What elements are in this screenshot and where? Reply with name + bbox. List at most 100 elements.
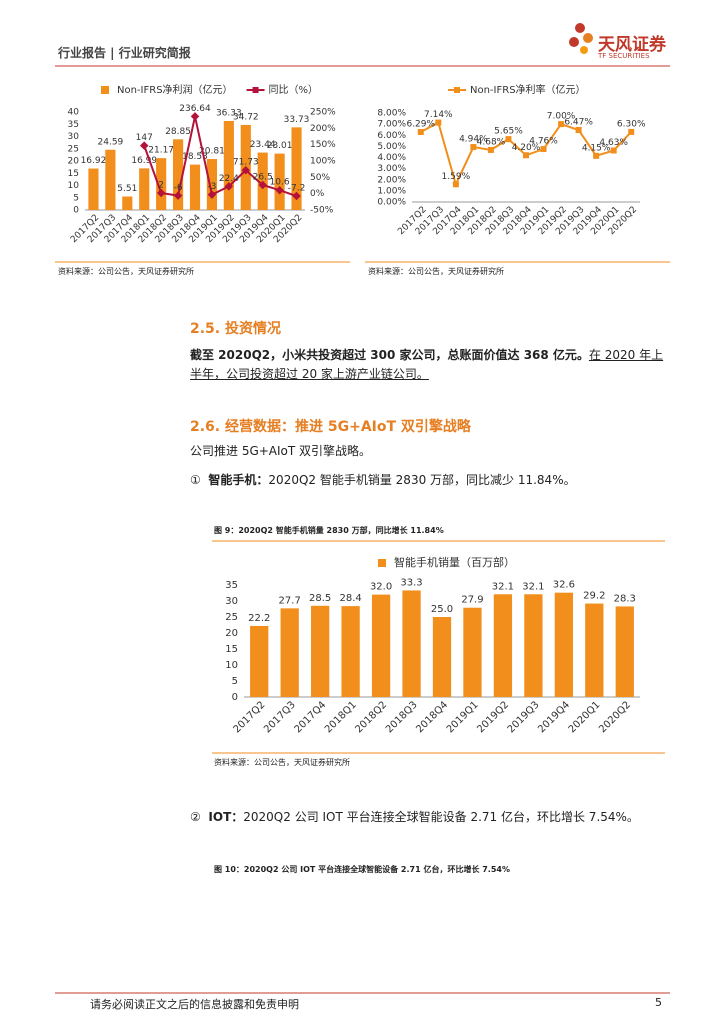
data-label: 22.4 [219,174,239,184]
legend-label: Non-IFRS净利润（亿元） [117,83,233,96]
bar [223,120,234,210]
page-number: 5 [655,996,662,1009]
figure-caption: 图 9：2020Q2 智能手机销量 2830 万部，同比增长 11.84% [214,526,444,535]
bold-text: 智能手机： [208,473,269,487]
data-label: 4.15% [582,143,611,153]
bar [274,153,285,210]
line-marker [523,152,529,159]
x-tick-label: 2018Q3 [384,699,420,735]
y-tick-label: 35 [68,120,79,130]
data-label: 18.53 [182,152,208,162]
bar [280,608,299,697]
legend-label: Non-IFRS净利率（亿元） [470,83,586,96]
data-label: 236.64 [179,104,211,114]
source: 资料来源：公司公告，天风证券研究所 [214,758,350,767]
line-marker [505,136,512,143]
line-marker [173,191,183,200]
line-marker [558,121,565,128]
data-label: -6 [174,183,183,193]
data-label: 7.00% [547,112,576,122]
y2-tick-label: 50% [310,173,330,183]
y-tick-label: 20 [68,157,80,167]
line-marker [435,119,442,126]
bar [173,139,184,210]
data-label: 147 [136,133,153,143]
figure-caption: 图 10：2020Q2 公司 IOT 平台连接全球智能设备 2.71 亿台，环比… [214,865,510,874]
data-label: 23.44 [250,140,276,150]
data-label: 23.01 [267,141,293,151]
bar [585,603,604,697]
bar [291,127,302,210]
bar [493,594,513,697]
data-label: 10.6 [270,178,290,188]
data-label: 21.17 [148,146,174,156]
data-label: 26.5 [253,173,273,183]
data-label: 6.29% [406,120,435,130]
data-label: 22.2 [248,613,270,624]
data-label: 33.3 [400,577,422,588]
underlined-text: 在 2020 年上半年，公司投资超过 20 家上游产业链公司。 [190,348,664,381]
data-label: 32.1 [522,581,544,592]
data-label: 27.9 [461,595,483,606]
line-marker [241,165,251,175]
bold-text: 截至 2020Q2，小米共投资超过 300 家公司，总账面价值达 368 亿元。 [190,348,589,362]
paragraph: 截至 2020Q2，小米共投资超过 300 家公司，总账面价值达 368 亿元。… [190,346,670,384]
y-tick-label: 40 [68,108,80,118]
y-tick-label: 7.00% [377,120,406,130]
data-label: 16.92 [81,156,107,166]
y-tick-label: 15 [225,644,238,655]
line-marker [139,141,149,150]
y-tick-label: 6.00% [377,131,406,141]
line-marker [470,144,477,151]
data-label: 29.2 [583,591,605,602]
line-marker [540,146,547,153]
data-label: 28.3 [614,593,636,604]
list-item: ② IOT：2020Q2 公司 IOT 平台连接全球智能设备 2.71 亿台，环… [190,808,639,825]
x-tick-label: 2018Q1 [323,699,359,735]
y-tick-label: 25 [225,612,238,623]
line-marker [258,180,267,190]
item-num: ① [190,473,201,487]
x-tick-label: 2017Q4 [293,699,329,735]
x-tick-label: 2019Q2 [475,699,511,735]
data-label: 27.7 [279,595,301,606]
data-label: 4.76% [529,137,558,147]
data-label: 5.51 [117,184,137,194]
x-tick-label: 2018Q4 [414,699,450,735]
data-label: 4.68% [477,137,506,147]
line-marker [207,190,217,199]
legend-marker [252,87,259,93]
y2-tick-label: 0% [310,189,325,199]
y-tick-label: 5.00% [377,142,406,152]
y-tick-label: 10 [225,660,238,671]
data-label: 4.63% [599,138,628,148]
bar [341,606,360,697]
y2-tick-label: 250% [310,108,336,118]
source: 资料来源：公司公告，天风证券研究所 [368,267,504,276]
line-marker [628,128,635,135]
y-tick-label: 30 [68,132,80,142]
y-tick-label: 0.00% [377,198,406,208]
data-label: 6.47% [564,118,593,128]
line-marker [292,191,301,201]
item-text: 2020Q2 公司 IOT 平台连接全球智能设备 2.71 亿台，环比增长 7.… [243,810,639,824]
legend-marker [454,87,460,93]
line-marker [452,181,459,188]
paragraph: 公司推进 5G+AIoT 双引擎战略。 [190,444,372,458]
data-label: 1.59% [442,172,471,182]
data-label: 2 [158,181,164,191]
y-tick-label: 0 [73,206,79,216]
line-marker [275,185,284,195]
legend-label: 同比（%） [269,84,319,96]
bar [206,159,217,210]
bar [432,617,452,697]
data-label: 24.59 [98,137,124,147]
data-label: 6.30% [617,119,646,129]
brand-en: TF SECURITIES [598,52,650,60]
bold-text: IOT： [208,810,244,824]
item-text: 2020Q2 智能手机销量 2830 万部，同比减少 11.84%。 [268,473,576,487]
bar [122,196,133,210]
x-tick-label: 2019Q1 [445,699,481,735]
data-label: 16.99 [131,156,157,166]
line-marker [224,182,234,191]
